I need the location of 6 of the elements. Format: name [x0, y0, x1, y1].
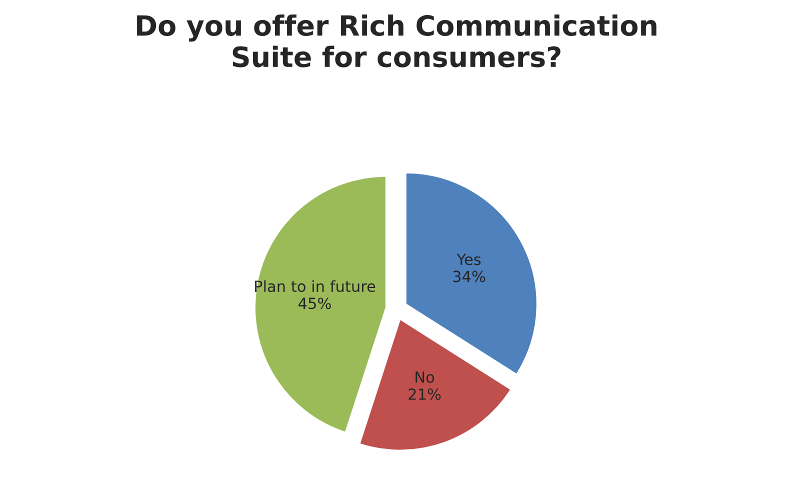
- chart-title: Do you offer Rich Communication Suite for consumers?: [137, 14, 656, 68]
- data-label: 21%: [408, 388, 441, 400]
- slice-label: No: [416, 372, 434, 383]
- data-label: 34%: [453, 270, 486, 282]
- slice-label: Yes: [456, 254, 481, 266]
- data-label: 45%: [298, 298, 331, 310]
